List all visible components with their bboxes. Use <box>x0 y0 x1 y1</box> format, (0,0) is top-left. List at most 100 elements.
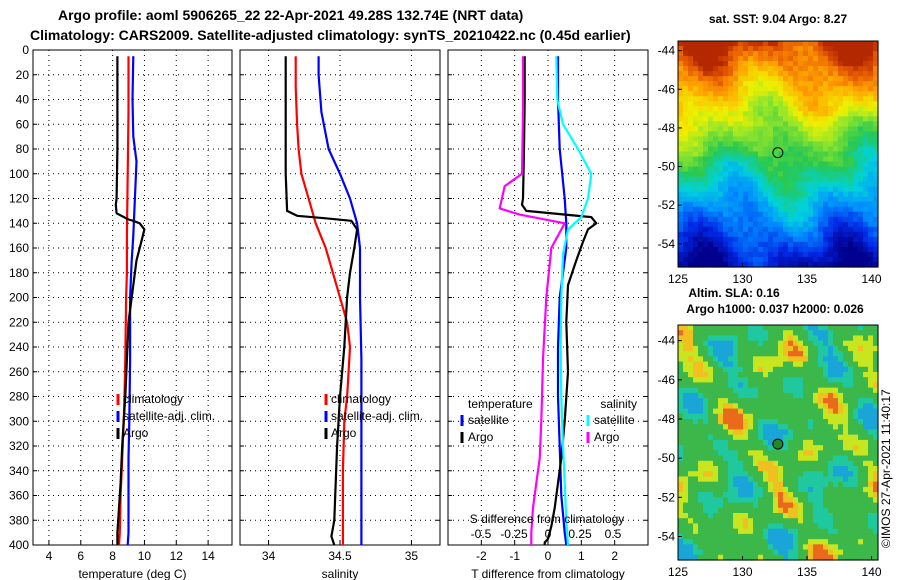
x-tick-label: 140 <box>862 272 882 286</box>
legend-label: satellite-adj. clim. <box>331 409 423 423</box>
legend-label: climatology <box>331 392 391 406</box>
y-tick-label: 140 <box>9 216 29 230</box>
y-tick-label: 280 <box>9 390 29 404</box>
legend-label: Argo <box>468 430 494 444</box>
y-tick-label: 260 <box>9 365 29 379</box>
x-tick-label: 130 <box>733 272 753 286</box>
x-axis-label: temperature (deg C) <box>78 567 186 580</box>
secondary-tick-label: -0.5 <box>471 527 492 541</box>
x-tick-label: 12 <box>170 549 184 563</box>
legend-title-salinity: salinity <box>600 397 637 411</box>
map-frame <box>677 324 879 561</box>
legend-label: climatology <box>123 392 183 406</box>
y-tick-label: -44 <box>658 334 676 348</box>
x-axis-label: salinity <box>322 567 359 580</box>
series-line <box>520 56 598 545</box>
series-line <box>317 56 363 545</box>
y-tick-label: 180 <box>9 266 29 280</box>
x-tick-label: 125 <box>668 272 688 286</box>
secondary-axis-label: S difference from climatology <box>470 512 625 526</box>
y-tick-label: 340 <box>9 464 29 478</box>
secondary-tick-label: 0.25 <box>568 527 592 541</box>
legend-label: satellite-adj. clim. <box>123 409 215 423</box>
x-tick-label: 4 <box>46 549 53 563</box>
figure-title-line2: Climatology: CARS2009. Satellite-adjuste… <box>30 27 631 43</box>
x-tick-label: 2 <box>611 549 618 563</box>
y-tick-label: 400 <box>9 538 29 552</box>
legend-label: satellite <box>468 413 509 427</box>
legend-label: satellite <box>594 413 635 427</box>
y-tick-label: 360 <box>9 489 29 503</box>
x-tick-label: 0 <box>545 549 552 563</box>
series-line <box>555 56 593 546</box>
y-tick-label: 220 <box>9 315 29 329</box>
y-tick-label: 240 <box>9 340 29 354</box>
x-tick-label: 1 <box>578 549 585 563</box>
salinity-panel: 34 34.5 35 salinity climatology satellite-adj… <box>239 49 441 580</box>
sst-map-title: sat. SST: 9.04 Argo: 8.27 <box>709 12 848 26</box>
y-tick-label: -54 <box>658 237 676 251</box>
series-line <box>294 56 352 545</box>
x-tick-label: 135 <box>797 565 817 579</box>
y-tick-label: 20 <box>16 68 30 82</box>
x-tick-label: 34.5 <box>328 549 352 563</box>
y-tick-label: 120 <box>9 192 29 206</box>
y-tick-label: 200 <box>9 291 29 305</box>
series-line <box>114 56 146 545</box>
sst-map-panel: -44 -46 -48 -50 -52 -54 125 130 135 140 sat. SST: … <box>658 12 882 286</box>
y-tick-label: -46 <box>658 82 676 96</box>
argo-location-marker <box>772 147 784 159</box>
sst-field <box>678 41 879 268</box>
imos-credit: ©IMOS 27-Apr-2021 11:40:17 <box>879 389 893 548</box>
sla-map-panel: -44 -46 -48 -50 -52 -54 125 130 135 140 Altim. SLA… <box>658 286 882 579</box>
x-tick-label: -2 <box>476 549 487 563</box>
y-tick-label: 0 <box>22 43 29 57</box>
temperature-panel: 0 20 40 60 80 100 120 140 160 180 200 220 240 260 280 3… <box>9 43 233 580</box>
x-axis-label: T difference from climatology <box>471 567 625 580</box>
y-tick-label: -48 <box>658 121 676 135</box>
y-tick-label: 100 <box>9 167 29 181</box>
y-tick-label: 40 <box>16 93 30 107</box>
series-line <box>498 56 566 545</box>
x-tick-label: 135 <box>797 272 817 286</box>
y-tick-label: -50 <box>658 160 676 174</box>
series-line <box>284 56 359 546</box>
x-tick-label: -1 <box>509 549 520 563</box>
legend-label: Argo <box>331 426 357 440</box>
y-tick-label: -44 <box>658 44 676 58</box>
y-tick-label: 380 <box>9 513 29 527</box>
x-tick-label: 130 <box>733 565 753 579</box>
y-tick-label: -52 <box>658 490 676 504</box>
sla-map-subtitle: Argo h1000: 0.037 h2000: 0.026 <box>686 302 864 316</box>
y-tick-label: -50 <box>658 451 676 465</box>
difference-panel: -2 -1 0 1 2 T difference from climatology temp… <box>447 49 649 580</box>
sla-field <box>678 325 879 561</box>
y-tick-label: 80 <box>16 142 30 156</box>
x-tick-label: 10 <box>138 549 152 563</box>
secondary-tick-label: -0.25 <box>500 527 528 541</box>
y-tick-label: -52 <box>658 198 676 212</box>
secondary-tick-label: 0.5 <box>605 527 622 541</box>
x-tick-label: 8 <box>109 549 116 563</box>
y-tick-label: 300 <box>9 414 29 428</box>
y-tick-label: 320 <box>9 439 29 453</box>
x-tick-label: 140 <box>862 565 882 579</box>
x-tick-label: 34 <box>262 549 276 563</box>
y-tick-label: -46 <box>658 373 676 387</box>
y-tick-label: -54 <box>658 530 676 544</box>
figure-title-line1: Argo profile: aoml 5906265_22 22-Apr-202… <box>58 7 524 23</box>
y-tick-label: 60 <box>16 117 30 131</box>
y-tick-label: 160 <box>9 241 29 255</box>
legend-label: Argo <box>594 430 620 444</box>
map-frame <box>677 40 879 268</box>
secondary-tick-label: 0 <box>545 527 552 541</box>
x-tick-label: 125 <box>668 565 688 579</box>
legend-title-temperature: temperature <box>468 397 533 411</box>
sla-map-title: Altim. SLA: 0.16 <box>688 286 780 300</box>
legend-label: Argo <box>123 426 149 440</box>
series-line <box>126 56 138 546</box>
y-tick-label: -48 <box>658 412 676 426</box>
argo-location-marker <box>772 438 784 450</box>
x-tick-label: 14 <box>201 549 215 563</box>
